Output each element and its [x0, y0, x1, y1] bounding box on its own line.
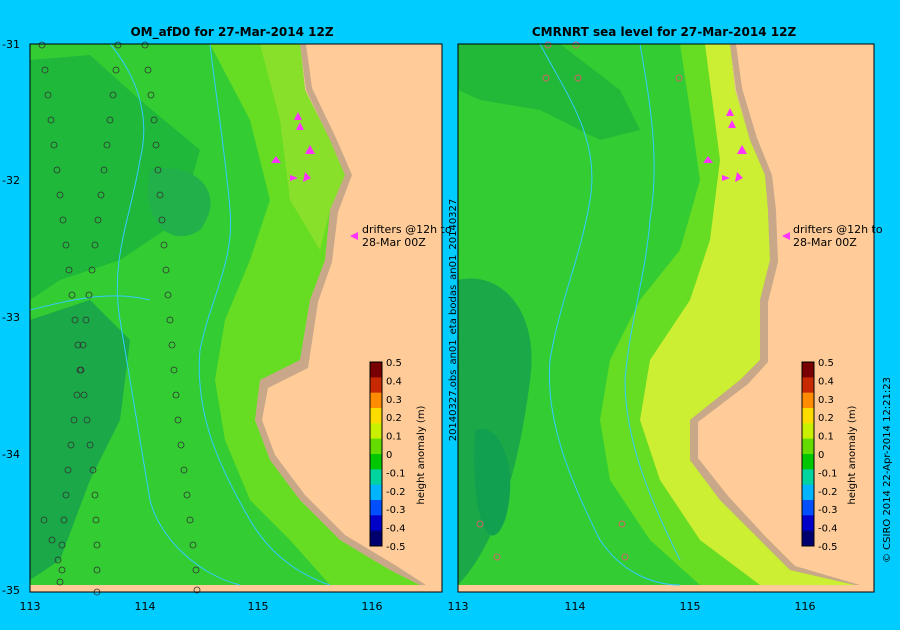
- left-map-frame: [29, 43, 443, 593]
- right-panel-title: CMRNRT sea level for 27-Mar-2014 12Z: [532, 25, 797, 39]
- colorbar-swatch: [370, 423, 382, 440]
- colorbar-tick-label: -0.2: [818, 487, 838, 498]
- right-map-panel: CMRNRT sea level for 27-Mar-2014 12Z dri…: [448, 25, 883, 613]
- colorbar-tick-label: -0.1: [818, 468, 838, 479]
- colorbar-tick-label: 0.1: [818, 432, 834, 443]
- left-anomaly-low-3: [148, 168, 211, 237]
- x-tick-label: 114: [565, 600, 586, 613]
- right-colorbar-label: height anomaly (m): [847, 405, 858, 504]
- colorbar-tick-label: -0.3: [818, 505, 838, 516]
- colorbar-tick-label: 0.2: [818, 413, 834, 424]
- left-nearshore-anomaly: [260, 44, 345, 250]
- colorbar-tick-label: -0.1: [386, 468, 406, 479]
- colorbar-swatch: [802, 392, 814, 409]
- colorbar-tick-label: -0.4: [386, 524, 406, 535]
- colorbar-swatch: [802, 454, 814, 470]
- colorbar-swatch: [370, 408, 382, 424]
- colorbar-tick-label: 0: [386, 450, 392, 461]
- x-tick-label: 115: [680, 600, 701, 613]
- colorbar-swatch: [370, 392, 382, 409]
- colorbar-tick-label: 0.5: [818, 358, 834, 369]
- colorbar-swatch: [802, 362, 814, 378]
- left-coastline: [255, 44, 426, 585]
- colorbar-tick-label: -0.5: [386, 542, 406, 553]
- left-contour-1: [109, 43, 241, 586]
- colorbar-swatch: [370, 377, 382, 394]
- x-tick-label: 116: [362, 600, 383, 613]
- colorbar-tick-label: 0.3: [386, 395, 402, 406]
- colorbar-tick-label: 0.4: [386, 376, 402, 387]
- colorbar-swatch: [370, 530, 382, 547]
- colorbar-frame: [801, 361, 815, 547]
- x-tick-label: 114: [135, 600, 156, 613]
- copyright-label: © CSIRO 2014 22-Apr-2014 12:21:23: [882, 377, 893, 563]
- colorbar-tick-label: -0.4: [818, 524, 838, 535]
- right-drifter-note-arrow: [782, 232, 790, 240]
- right-contour-2: [624, 43, 681, 561]
- right-anomaly-low-1: [458, 278, 532, 585]
- right-drifter-arrows: [703, 108, 747, 182]
- colorbar-tick-label: 0.3: [818, 395, 834, 406]
- colorbar-swatch: [370, 500, 382, 516]
- colorbar-tick-label: -0.2: [386, 487, 406, 498]
- left-anomaly-low-2: [30, 300, 130, 580]
- colorbar-swatch: [802, 500, 814, 516]
- right-anomaly-low-3: [458, 44, 640, 140]
- left-colorbar-label: height anomaly (m): [416, 405, 427, 504]
- right-contour-1: [539, 43, 681, 586]
- colorbar-tick-label: 0.2: [386, 413, 402, 424]
- x-tick-label: 115: [248, 600, 269, 613]
- colorbar-swatch: [370, 469, 382, 486]
- colorbar-tick-label: -0.3: [386, 505, 406, 516]
- right-map-frame: [457, 43, 875, 593]
- colorbar-tick-label: 0: [818, 450, 824, 461]
- colorbar-swatch: [370, 362, 382, 378]
- right-drifter-note-line1: drifters @12h to: [793, 223, 883, 236]
- left-anomaly-low-1: [30, 55, 200, 300]
- left-shelf-anomaly: [210, 44, 420, 585]
- vertical-info-label: 20140327.obs_an01_eta bodas_an01_2014032…: [448, 199, 459, 442]
- colorbar-swatch: [802, 515, 814, 532]
- x-tick-label: 113: [448, 600, 469, 613]
- y-tick-label: -32: [2, 174, 20, 187]
- left-drifter-note-line1: drifters @12h to: [362, 223, 452, 236]
- left-drifter-note-line2: 28-Mar 00Z: [362, 236, 426, 249]
- colorbar-swatch: [802, 377, 814, 394]
- colorbar-tick-label: 0.1: [386, 432, 402, 443]
- colorbar-swatch: [370, 438, 382, 455]
- right-nearshore-anomaly: [640, 44, 855, 585]
- colorbar-tick-label: -0.5: [818, 542, 838, 553]
- x-tick-label: 113: [20, 600, 41, 613]
- colorbar-tick-label: 0.4: [818, 376, 834, 387]
- colorbar-swatch: [370, 484, 382, 501]
- colorbar-swatch: [802, 484, 814, 501]
- y-tick-label: -34: [2, 448, 20, 461]
- colorbar-frame: [369, 361, 383, 547]
- left-panel-title: OM_afD0 for 27-Mar-2014 12Z: [130, 25, 333, 40]
- left-altimeter-tracks: [38, 41, 201, 596]
- colorbar-swatch: [802, 530, 814, 547]
- left-drifter-arrows: [271, 112, 315, 182]
- colorbar-tick-label: 0.5: [386, 358, 402, 369]
- y-tick-label: -33: [2, 311, 20, 324]
- colorbar-swatch: [802, 408, 814, 424]
- colorbar-swatch: [370, 515, 382, 532]
- right-anomaly-low-2: [474, 428, 511, 536]
- colorbar-swatch: [370, 454, 382, 470]
- left-contour-2: [198, 43, 331, 586]
- colorbar-swatch: [802, 438, 814, 455]
- colorbar-swatch: [802, 423, 814, 440]
- colorbar-swatch: [802, 469, 814, 486]
- left-map-panel: OM_afD0 for 27-Mar-2014 12Z d: [2, 25, 452, 613]
- left-colorbar: 0.5 0.4 0.3 0.2 0.1 0 -0.1 -0.2 -0.3 -0.4 -0.5 hei…: [369, 358, 427, 553]
- right-colorbar: 0.5 0.4 0.3 0.2 0.1 0 -0.1 -0.2 -0.3 -0.4 -0.5 hei…: [801, 358, 858, 553]
- y-tick-label: -31: [2, 38, 20, 51]
- right-observation-markers: [476, 41, 683, 561]
- right-drifter-note-line2: 28-Mar 00Z: [793, 236, 857, 249]
- x-tick-label: 116: [795, 600, 816, 613]
- y-tick-label: -35: [2, 584, 20, 597]
- left-drifter-note-arrow: [350, 232, 358, 240]
